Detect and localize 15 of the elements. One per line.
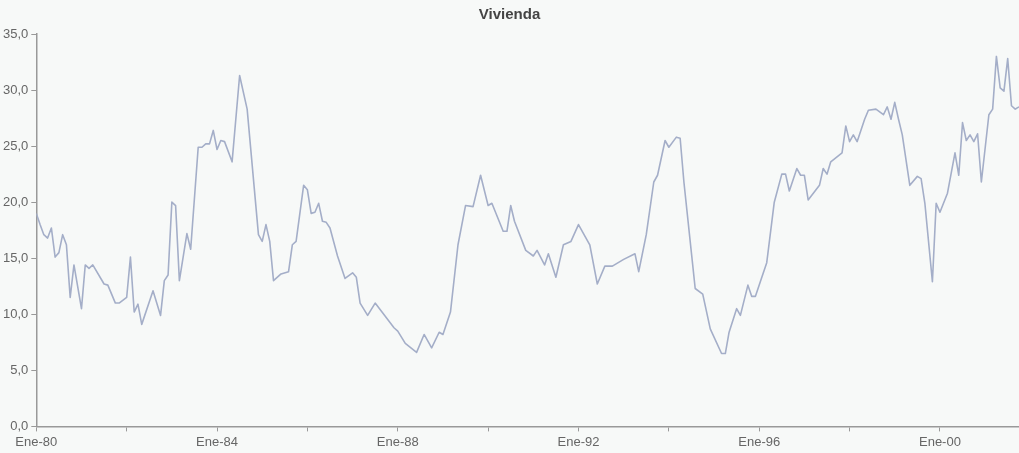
y-tick-label: 5,0 xyxy=(10,361,29,377)
chart-title: Vivienda xyxy=(478,5,541,23)
x-tick-label: Ene-88 xyxy=(376,433,419,449)
x-tick-label: Ene-96 xyxy=(738,433,781,449)
y-tick-label: 25,0 xyxy=(2,137,29,153)
x-tick-label: Ene-80 xyxy=(15,433,58,449)
x-tick-label: Ene-92 xyxy=(557,433,600,449)
x-tick-label: Ene-00 xyxy=(918,433,961,449)
y-tick-label: 15,0 xyxy=(2,249,29,265)
x-tick-label: Ene-84 xyxy=(196,433,238,449)
y-tick-label: 10,0 xyxy=(2,305,29,321)
y-tick-label: 35,0 xyxy=(2,25,29,41)
y-tick-label: 20,0 xyxy=(2,193,29,209)
y-tick-label: 0,0 xyxy=(10,417,29,433)
y-tick-label: 30,0 xyxy=(2,81,29,97)
